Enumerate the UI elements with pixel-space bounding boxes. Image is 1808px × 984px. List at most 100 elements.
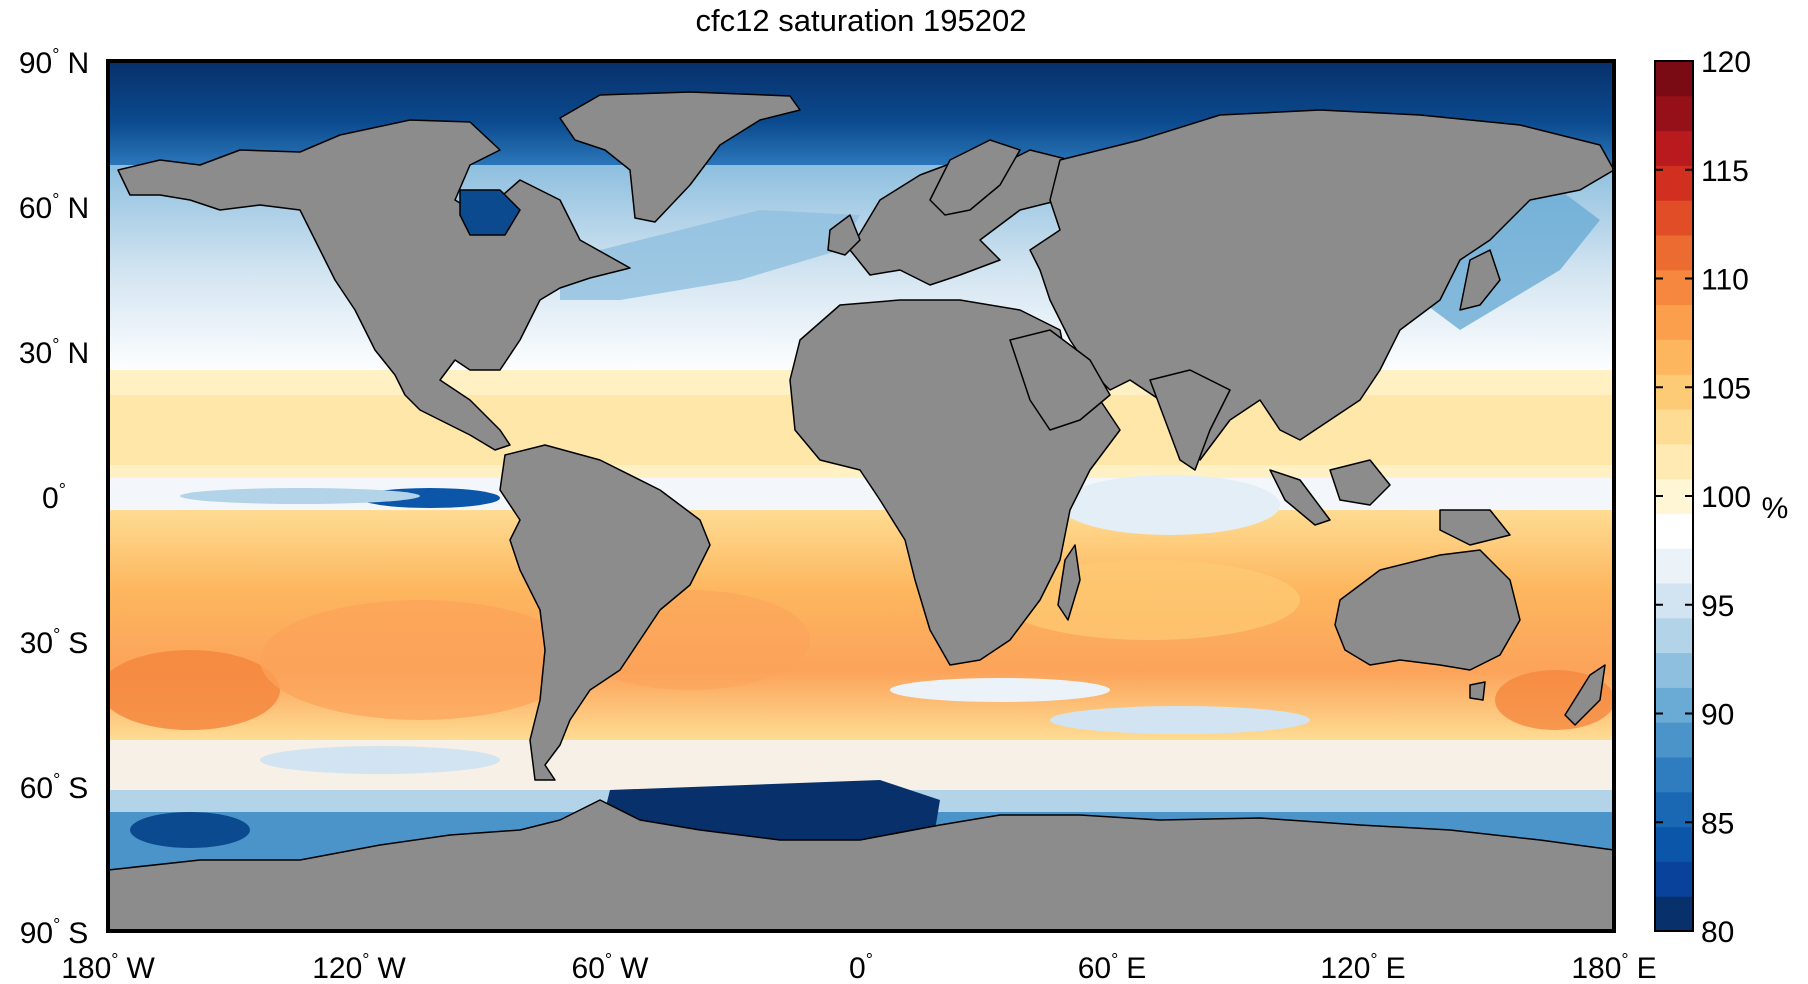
new-guinea (1439, 509, 1511, 546)
indian-ocean-pale-blue (1060, 475, 1280, 535)
lon-tick-degree: 60 (1078, 952, 1111, 984)
colorbar-segment-8 (1655, 617, 1693, 654)
degree-symbol: ° (52, 45, 59, 65)
south-pacific-warm-core (260, 600, 580, 720)
lon-tick-0: 180° W (61, 950, 155, 984)
degree-symbol: ° (1370, 950, 1377, 970)
southern-ocean-light-blue-1 (260, 746, 500, 774)
colorbar-tick-label-0: 80 (1701, 916, 1734, 949)
colorbar-segment-6 (1655, 687, 1693, 723)
colorbar-segment-2 (1655, 826, 1693, 862)
lon-tick-1: 120° W (312, 950, 406, 984)
japan (1459, 249, 1501, 311)
map-panel (108, 61, 1614, 931)
degree-symbol: ° (111, 950, 118, 970)
southern-ocean-light-blue-2 (1050, 706, 1310, 734)
land-masses (108, 91, 1614, 931)
indian-subcontinent (1149, 369, 1231, 471)
colorbar-tick-label-1: 85 (1701, 807, 1734, 840)
colorbar-segment-14 (1655, 409, 1693, 445)
colorbar-segment-7 (1655, 652, 1693, 688)
lat-tick-degree: 0 (42, 482, 59, 515)
colorbar-segment-1 (1655, 861, 1693, 897)
colorbar-tick-label-6: 110 (1701, 264, 1749, 297)
lon-tick-degree: 120 (1320, 952, 1370, 984)
colorbar-segment-21 (1655, 165, 1693, 201)
colorbar-segment-22 (1655, 130, 1693, 166)
lon-tick-hemisphere: W (126, 952, 155, 984)
lat-tick-2: 30° N (19, 335, 89, 370)
colorbar-segment-15 (1655, 374, 1693, 410)
degree-symbol: ° (605, 950, 612, 970)
lat-tick-hemisphere: S (68, 772, 88, 805)
lon-tick-hemisphere: E (1126, 952, 1146, 984)
colorbar-segment-5 (1655, 722, 1693, 758)
degree-symbol: ° (52, 335, 59, 355)
degree-symbol: ° (53, 770, 60, 790)
colorbar-color-segments (1655, 61, 1693, 932)
lat-tick-hemisphere: N (67, 47, 89, 80)
lat-tick-degree: 60 (20, 772, 53, 805)
lat-tick-degree: 30 (20, 627, 53, 660)
lon-tick-degree: 120 (312, 952, 362, 984)
lon-tick-2: 60° W (572, 950, 650, 984)
sumatra (1269, 469, 1331, 526)
madagascar (1057, 544, 1081, 621)
colorbar-tick-label-2: 90 (1701, 699, 1734, 732)
degree-symbol: ° (1111, 950, 1118, 970)
asia (1029, 109, 1614, 461)
colorbar-tick-labels: 80 85 90 95 100 105 110 115 120 (1655, 46, 1751, 949)
lat-tick-degree: 90 (19, 47, 52, 80)
europe (849, 149, 1071, 286)
lat-tick-hemisphere: S (68, 627, 88, 660)
colorbar-segment-13 (1655, 443, 1693, 480)
tasmania (1469, 681, 1486, 701)
degree-symbol: ° (866, 950, 873, 970)
degree-symbol: ° (362, 950, 369, 970)
lat-tick-degree: 90 (20, 917, 53, 950)
indonesia-borneo (1329, 459, 1391, 506)
lat-tick-3: 0° (42, 480, 66, 515)
degree-symbol: ° (59, 480, 66, 500)
hudson-bay (459, 189, 521, 236)
colorbar-segment-17 (1655, 304, 1693, 340)
colorbar-segment-20 (1655, 200, 1693, 236)
lon-tick-6: 180° E (1571, 950, 1656, 984)
colorbar: 80 85 90 95 100 105 110 115 120 % (1654, 46, 1789, 949)
ross-sea-undersaturation (130, 812, 250, 848)
lon-tick-3: 0° (849, 950, 873, 984)
lon-tick-degree: 180 (61, 952, 111, 984)
colorbar-tick-label-7: 115 (1701, 155, 1749, 188)
colorbar-segment-10 (1655, 548, 1693, 584)
lat-tick-hemisphere: S (68, 917, 88, 950)
equatorial-pacific-light-blue (180, 488, 420, 504)
colorbar-segment-19 (1655, 235, 1693, 271)
colorbar-tick-label-8: 120 (1701, 46, 1751, 79)
colorbar-segment-0 (1655, 896, 1693, 932)
colorbar-segment-18 (1655, 269, 1693, 306)
colorbar-segment-11 (1655, 513, 1693, 549)
colorbar-segment-9 (1655, 583, 1693, 619)
scandinavia (929, 139, 1021, 216)
lat-tick-6: 90° S (20, 915, 89, 950)
lat-tick-degree: 60 (19, 192, 52, 225)
british-isles (827, 214, 861, 256)
colorbar-segment-24 (1655, 61, 1693, 97)
south-america (499, 444, 711, 781)
degree-symbol: ° (53, 915, 60, 935)
degree-symbol: ° (52, 190, 59, 210)
longitude-tick-labels: 180° W 120° W 60° W 0° 60° E 120° E 180° E (61, 950, 1656, 984)
lat-tick-4: 30° S (20, 625, 89, 660)
arabian-peninsula (1009, 329, 1111, 431)
lon-tick-hemisphere: E (1386, 952, 1406, 984)
colorbar-segment-16 (1655, 339, 1693, 375)
lon-tick-degree: 180 (1571, 952, 1621, 984)
lon-tick-degree: 60 (572, 952, 605, 984)
lon-tick-hemisphere: E (1637, 952, 1657, 984)
lat-tick-1: 60° N (19, 190, 89, 225)
colorbar-unit-label: % (1762, 492, 1789, 525)
colorbar-segment-4 (1655, 757, 1693, 793)
lon-tick-hemisphere: W (620, 952, 649, 984)
colorbar-tick-label-5: 105 (1701, 372, 1751, 405)
lat-tick-0: 90° N (19, 45, 89, 80)
